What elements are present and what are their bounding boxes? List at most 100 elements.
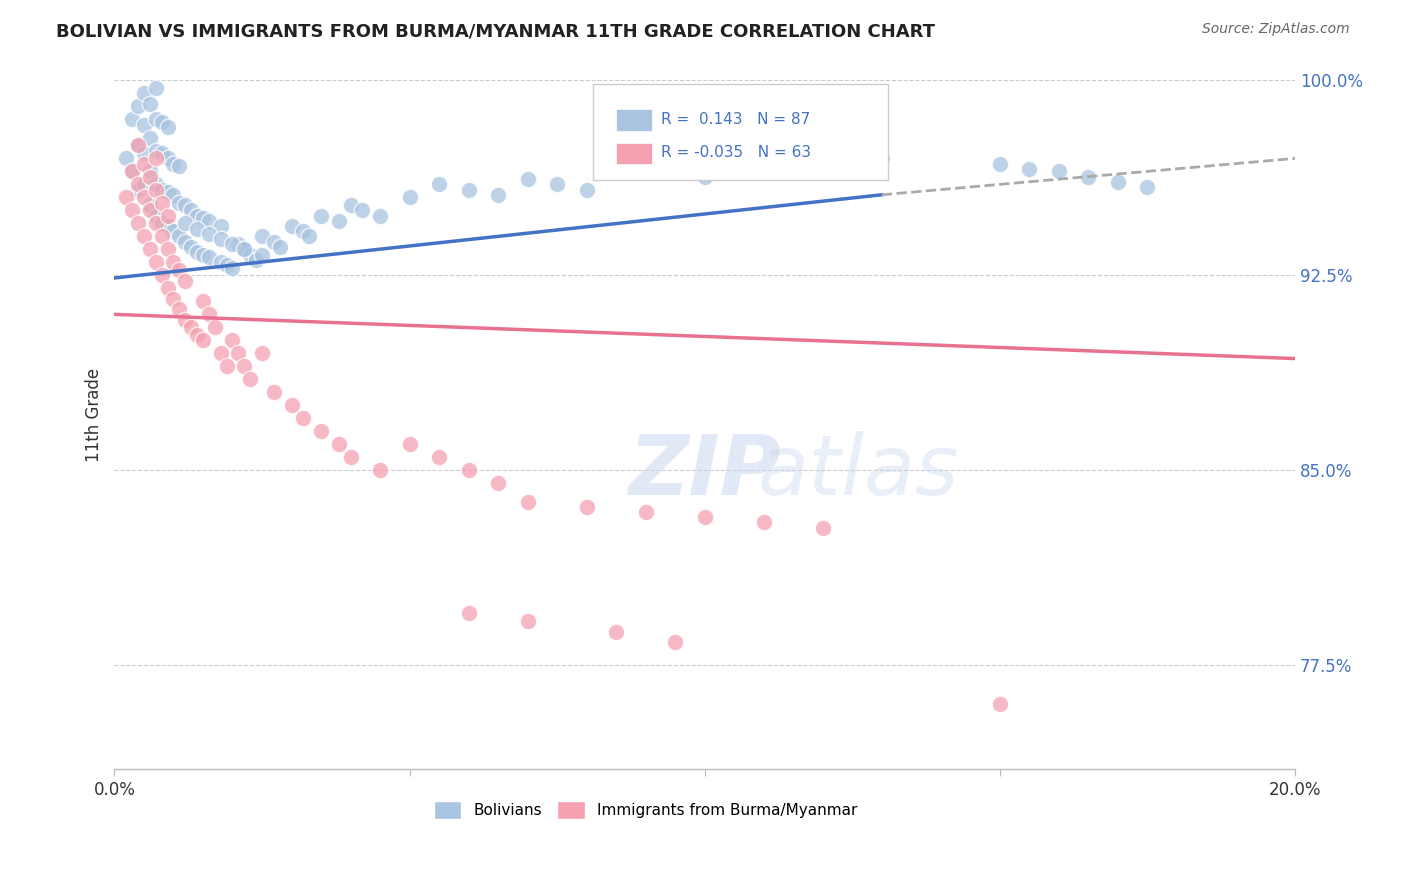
Point (121, 164, 143, 178)
Point (191, 247, 214, 261)
Point (150, 216, 173, 230)
Point (174, 216, 197, 230)
Point (328, 214, 350, 228)
Point (988, 698, 1011, 712)
Point (150, 183, 173, 197)
Point (191, 211, 214, 226)
Point (145, 178, 167, 192)
Point (145, 216, 167, 230)
Point (280, 398, 302, 412)
Point (132, 156, 155, 170)
Point (127, 138, 149, 153)
Point (174, 312, 197, 326)
Point (127, 178, 149, 192)
Point (292, 224, 315, 238)
Point (186, 221, 208, 235)
Point (239, 372, 262, 386)
Point (156, 219, 179, 233)
Point (546, 178, 568, 192)
Point (139, 169, 162, 184)
Text: R = -0.035   N = 63: R = -0.035 N = 63 (661, 145, 811, 160)
Point (516, 614, 538, 628)
Point (162, 255, 184, 269)
Point (280, 219, 302, 233)
Point (1107, 175, 1129, 189)
Point (605, 624, 627, 639)
Point (186, 244, 208, 259)
Point (228, 237, 250, 252)
Point (215, 258, 238, 272)
Point (752, 156, 775, 170)
Point (245, 252, 267, 267)
Point (693, 169, 716, 184)
Point (339, 450, 361, 465)
Point (156, 185, 179, 199)
Point (988, 156, 1011, 170)
Point (215, 359, 238, 374)
Point (145, 255, 167, 269)
Bar (616, 143, 651, 164)
Point (811, 520, 834, 534)
Point (132, 190, 155, 204)
Point (575, 183, 598, 197)
Point (186, 328, 208, 343)
Point (115, 190, 138, 204)
Point (169, 263, 191, 277)
Point (209, 219, 232, 233)
Point (1047, 164, 1070, 178)
Point (174, 235, 197, 249)
Point (132, 87, 155, 101)
Point (150, 115, 173, 129)
Point (162, 224, 184, 238)
Point (139, 130, 162, 145)
Point (233, 243, 256, 257)
Point (309, 425, 332, 439)
Point (191, 334, 214, 348)
Point (145, 144, 167, 158)
Point (398, 190, 420, 204)
Point (486, 476, 509, 491)
Point (328, 437, 350, 451)
Point (180, 240, 202, 254)
Point (634, 505, 657, 519)
Point (127, 99, 149, 113)
Point (162, 187, 184, 202)
Point (145, 112, 167, 127)
Point (221, 334, 243, 348)
Point (145, 81, 167, 95)
Point (180, 203, 202, 218)
Point (174, 198, 197, 212)
Point (239, 247, 262, 261)
Point (221, 237, 243, 252)
Point (1018, 161, 1040, 176)
Text: ZIP: ZIP (628, 431, 780, 512)
Point (169, 159, 191, 173)
Point (139, 243, 162, 257)
Point (150, 268, 173, 283)
Point (139, 96, 162, 111)
Point (398, 437, 420, 451)
Point (191, 294, 214, 309)
Point (263, 385, 285, 400)
Text: BOLIVIAN VS IMMIGRANTS FROM BURMA/MYANMAR 11TH GRADE CORRELATION CHART: BOLIVIAN VS IMMIGRANTS FROM BURMA/MYANMA… (56, 22, 935, 40)
Point (169, 195, 191, 210)
Point (752, 516, 775, 530)
Point (228, 346, 250, 360)
Point (132, 146, 155, 161)
Point (127, 138, 149, 153)
Point (150, 195, 173, 210)
Point (457, 183, 479, 197)
Point (870, 152, 893, 166)
Point (368, 463, 391, 477)
Point (575, 500, 598, 514)
Point (516, 494, 538, 508)
Point (132, 118, 155, 132)
Point (309, 209, 332, 223)
Point (162, 292, 184, 306)
Point (263, 235, 285, 249)
Point (198, 250, 221, 264)
Point (427, 450, 450, 465)
Point (132, 229, 155, 244)
Point (634, 164, 657, 178)
Point (169, 302, 191, 317)
